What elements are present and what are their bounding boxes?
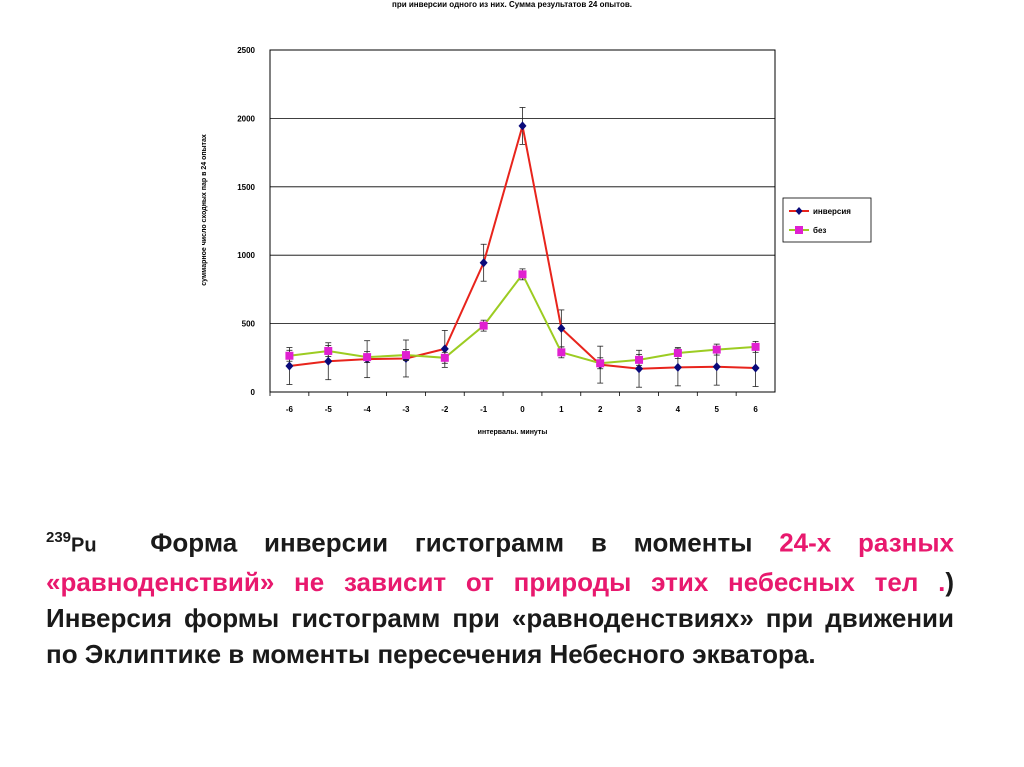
y-tick-label: 0 [251, 388, 256, 397]
data-point-square [596, 359, 605, 368]
x-tick-label: 6 [753, 405, 758, 414]
data-point-diamond [479, 258, 488, 268]
data-point-square [635, 355, 644, 364]
x-tick-label: -1 [480, 405, 488, 414]
x-tick-label: 5 [715, 405, 720, 414]
y-tick-label: 1000 [237, 251, 255, 260]
y-tick-label: 500 [242, 320, 256, 329]
plot-frame [269, 49, 776, 393]
x-tick-label: 1 [559, 405, 564, 414]
x-tick-label: -6 [286, 405, 294, 414]
series-line-0 [289, 125, 756, 370]
x-tick-label: -4 [364, 405, 372, 414]
isotope-mass: 239 [46, 529, 72, 546]
y-axis-title: суммарное число сходных пар в 24 опытах [201, 134, 208, 286]
x-tick-label: -3 [402, 405, 410, 414]
x-axis-title: интервалы. минуты [478, 429, 548, 436]
legend-box [782, 197, 872, 243]
data-point-square [363, 353, 372, 362]
legend-marker [795, 226, 803, 234]
data-point-diamond [635, 364, 644, 374]
data-point-square [440, 353, 449, 362]
data-point-square [285, 351, 294, 360]
isotope-symbol: Pu [71, 534, 97, 557]
x-tick-label: 4 [676, 405, 681, 414]
data-point-square [479, 321, 488, 330]
data-point-square [712, 345, 721, 354]
data-point-diamond [557, 323, 566, 333]
data-point-diamond [673, 362, 682, 372]
data-point-diamond [440, 344, 449, 354]
caption-text-2: ) Инверсия формы гистограмм при «равноде… [46, 566, 954, 669]
data-point-diamond [285, 361, 294, 371]
data-point-square [518, 270, 527, 279]
x-tick-label: -5 [325, 405, 333, 414]
data-point-diamond [751, 363, 760, 373]
data-point-diamond [712, 362, 721, 372]
x-tick-label: 2 [598, 405, 603, 414]
data-point-square [557, 348, 566, 357]
x-tick-label: 0 [520, 405, 525, 414]
legend-label: без [813, 226, 826, 235]
plot-area: 0 500 1000 1500 2000 2500 -6 -5 -4 -3 -2 -1 0 1 2 3 4 5 6 и… [201, 46, 872, 436]
y-tick-label: 2000 [237, 114, 255, 123]
legend-marker [795, 207, 803, 215]
slide-caption: 239Pu Форма инверсии гистограмм в момент… [46, 520, 954, 672]
data-point-square [751, 342, 760, 351]
y-tick-label: 2500 [237, 46, 255, 55]
caption-text-1: Форма инверсии гистограмм в моменты [150, 527, 780, 558]
y-tick-label: 1500 [237, 183, 255, 192]
data-point-square [673, 349, 682, 358]
series-line-1 [289, 272, 756, 365]
x-tick-label: -2 [441, 405, 449, 414]
chart-title: при инверсии одного из них. Сумма резуль… [392, 0, 632, 9]
data-point-diamond [324, 356, 333, 366]
data-point-diamond [518, 121, 527, 131]
data-point-square [401, 351, 410, 360]
data-point-square [324, 346, 333, 355]
x-tick-label: 3 [637, 405, 642, 414]
chart: 0 500 1000 1500 2000 2500 -6 -5 -4 -3 -2 -1 0 1 2 3 4 5 6 и… [201, 46, 872, 436]
caption-highlight: 24-х разных «равноденствий» не зависит о… [46, 527, 954, 597]
legend-label: инверсия [813, 207, 851, 216]
